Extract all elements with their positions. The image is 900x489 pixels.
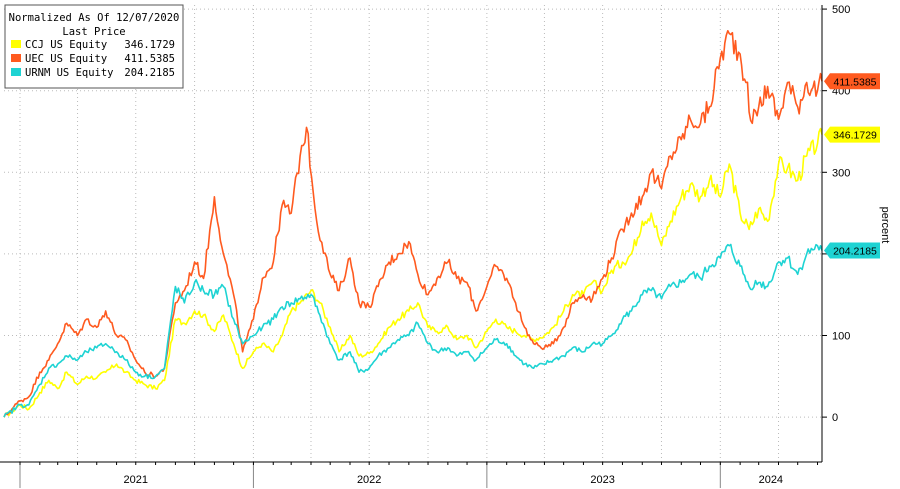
legend-title: Normalized As Of 12/07/2020 <box>9 12 180 24</box>
legend-box <box>4 4 184 89</box>
gridlines <box>4 5 822 462</box>
y-tick-label: 300 <box>832 167 850 179</box>
x-tick-label: 2021 <box>124 474 148 486</box>
last-value-tag-ccj: 346.1729 <box>824 126 880 143</box>
legend-value: 204.2185 <box>124 67 175 79</box>
legend-label: CCJ US Equity <box>25 39 107 51</box>
tag-value: 411.5385 <box>833 76 876 88</box>
tag-shape <box>824 73 880 90</box>
legend-items: CCJ US Equity 346.1729 UEC US Equity 411.53… <box>11 39 175 79</box>
y-tick-label: 500 <box>832 4 850 16</box>
y-axis-label: percent <box>879 207 891 244</box>
last-value-tag-uec: 411.5385 <box>824 73 880 90</box>
legend: Normalized As Of 12/07/2020 Last Price C… <box>4 4 184 89</box>
y-tick-label: 0 <box>832 412 838 424</box>
legend-swatch <box>11 54 21 62</box>
last-value-tag-urnm: 204.2185 <box>824 242 880 259</box>
y-tick-label: 100 <box>832 331 850 343</box>
series-line-ccj <box>3 127 823 418</box>
tag-shape <box>824 242 880 259</box>
legend-value: 411.5385 <box>124 53 175 65</box>
series-line-uec <box>3 30 823 418</box>
x-tick-label: 2022 <box>357 474 381 486</box>
tag-value: 346.1729 <box>833 130 877 142</box>
legend-swatch <box>11 68 21 76</box>
legend-swatch <box>11 40 21 48</box>
legend-value: 346.1729 <box>124 39 175 51</box>
tag-value: 204.2185 <box>833 245 877 257</box>
legend-label: UEC US Equity <box>25 53 107 65</box>
tag-shape <box>824 126 880 143</box>
last-value-tags: 346.1729 411.5385 204.2185 <box>824 73 880 259</box>
x-tick-label: 2024 <box>759 474 783 486</box>
series-lines <box>3 30 823 418</box>
x-tick-label: 2023 <box>590 474 614 486</box>
legend-subtitle: Last Price <box>62 26 125 38</box>
series-line-urnm <box>3 243 823 418</box>
legend-label: URNM US Equity <box>25 67 114 79</box>
